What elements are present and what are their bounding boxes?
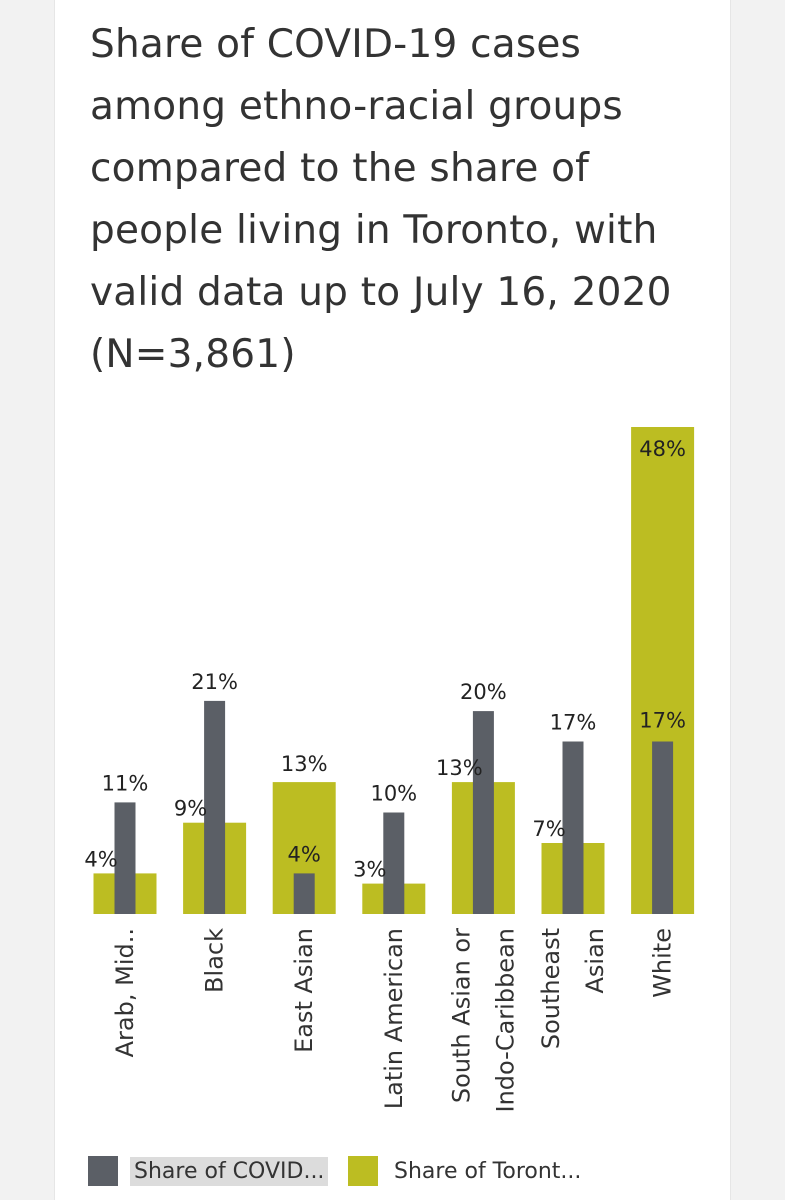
bar-covid[interactable] xyxy=(383,812,405,915)
data-label-covid: 10% xyxy=(370,782,417,806)
chart-card xyxy=(55,0,730,1200)
data-label-toronto: 13% xyxy=(436,756,483,780)
legend-swatch-toronto xyxy=(348,1156,378,1186)
data-label-covid: 4% xyxy=(288,842,321,866)
legend-item-covid[interactable]: Share of COVID... xyxy=(88,1152,329,1190)
legend-label-toronto: Share of Toront... xyxy=(394,1158,582,1184)
legend-swatch-covid xyxy=(88,1156,118,1186)
legend-label-covid: Share of COVID... xyxy=(130,1156,329,1186)
x-tick-label: Asian xyxy=(581,928,609,994)
data-label-toronto: 4% xyxy=(84,847,117,871)
x-tick-label: East Asian xyxy=(290,928,318,1053)
chart-title: Share of COVID-19 cases among ethno-raci… xyxy=(90,22,672,377)
x-tick-label: Latin American xyxy=(380,928,408,1109)
data-label-toronto: 13% xyxy=(281,752,328,776)
chart-svg: 4% 11% 9% 21% 13% 4% 3% 10% 13% 20% 7% 17% 48% 17% Ar… xyxy=(84,427,695,1112)
bar-covid[interactable] xyxy=(652,741,674,915)
data-label-toronto: 48% xyxy=(639,437,686,461)
bar-covid[interactable] xyxy=(204,700,226,914)
data-label-toronto: 3% xyxy=(353,858,386,882)
x-tick-label: Black xyxy=(201,928,229,993)
legend-item-toronto[interactable]: Share of Toront... xyxy=(348,1152,585,1190)
x-tick-label: South Asian or xyxy=(447,928,475,1103)
bar-covid[interactable] xyxy=(472,711,494,914)
data-label-covid: 17% xyxy=(550,711,597,735)
bar-covid[interactable] xyxy=(114,802,136,914)
x-tick-label: Southeast xyxy=(537,928,565,1049)
data-label-toronto: 7% xyxy=(532,817,565,841)
x-tick-label: White xyxy=(649,928,677,998)
x-tick-label: Arab, Mid.. xyxy=(111,928,139,1057)
bar-covid[interactable] xyxy=(562,741,584,915)
data-label-covid: 17% xyxy=(639,709,686,733)
data-label-covid: 20% xyxy=(460,680,507,704)
bar-covid[interactable] xyxy=(293,873,315,914)
x-tick-label: Indo-Caribbean xyxy=(491,928,519,1112)
legend: Share of COVID... Share of Toront... xyxy=(88,1152,728,1192)
data-label-covid: 11% xyxy=(102,771,149,795)
data-label-covid: 21% xyxy=(191,670,238,694)
data-label-toronto: 9% xyxy=(174,797,207,821)
